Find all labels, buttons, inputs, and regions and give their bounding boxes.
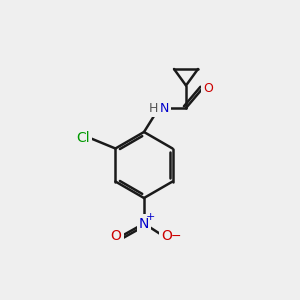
Text: Cl: Cl	[76, 131, 90, 145]
Text: O: O	[111, 229, 122, 243]
Text: N: N	[139, 217, 149, 230]
Text: −: −	[171, 230, 181, 243]
Text: O: O	[161, 229, 172, 243]
Text: O: O	[203, 82, 213, 95]
Text: +: +	[146, 212, 155, 223]
Text: H: H	[149, 101, 158, 115]
Text: N: N	[160, 101, 169, 115]
